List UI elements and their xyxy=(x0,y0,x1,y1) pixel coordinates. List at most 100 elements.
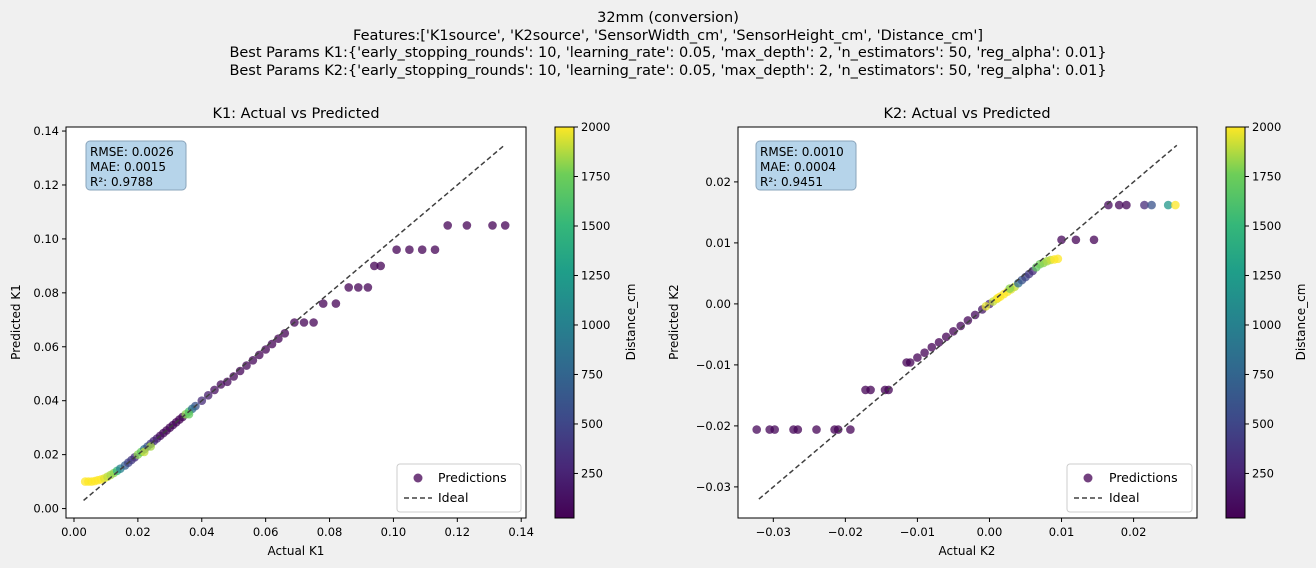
k2-colorbar-tick-label: 500 xyxy=(1252,417,1274,431)
k2-colorbar-tick-label: 1750 xyxy=(1252,169,1281,183)
k1-data-point xyxy=(344,283,354,292)
k1-stat-mae: MAE: 0.0015 xyxy=(90,160,166,174)
k2-colorbar-label: Distance_cm xyxy=(1294,284,1308,361)
k1-legend-predictions: Predictions xyxy=(438,470,507,485)
k2-plot-title: K2: Actual vs Predicted xyxy=(883,106,1050,122)
k2-y-tick-label: −0.01 xyxy=(696,358,731,372)
k1-data-point xyxy=(318,299,328,308)
k2-data-point xyxy=(752,425,761,434)
k1-data-point xyxy=(405,245,414,254)
k1-y-axis-label: Predicted K1 xyxy=(9,284,23,360)
k1-colorbar: 250 500 750 1000 1250 1500 1750 2000 Distance_c… xyxy=(554,120,638,519)
k2-colorbar-tick-label: 1000 xyxy=(1252,318,1281,332)
title-line-3: Best Params K1:{'early_stopping_rounds':… xyxy=(229,45,1106,61)
k2-colorbar: 250 500 750 1000 1250 1500 1750 2000 Distance_c… xyxy=(1225,120,1308,519)
k1-data-point xyxy=(309,318,318,327)
k1-data-point xyxy=(254,350,264,360)
k2-data-point xyxy=(913,353,922,362)
k1-x-tick-label: 0.02 xyxy=(125,525,151,539)
k2-data-point xyxy=(963,316,973,325)
k1-scatter-plot: K1: Actual vs Predicted 0.00 0.02 0.04 0.06… xyxy=(9,106,638,558)
k1-colorbar-tick-label: 750 xyxy=(581,367,603,381)
k2-colorbar-tick-label: 1250 xyxy=(1252,268,1281,282)
k2-y-tick-label: 0.02 xyxy=(705,175,731,189)
k2-colorbar-tick-label: 2000 xyxy=(1252,120,1281,134)
k1-data-point xyxy=(229,372,238,381)
k2-data-point xyxy=(934,338,944,347)
k1-colorbar-tick-label: 500 xyxy=(581,417,603,431)
k2-data-point xyxy=(1171,200,1180,210)
k2-legend: Predictions Ideal xyxy=(1066,463,1193,513)
k1-data-point xyxy=(140,447,149,457)
k1-plot-frame xyxy=(65,126,527,519)
k1-data-point xyxy=(430,245,440,254)
k2-y-tick-label: 0.00 xyxy=(705,297,731,311)
k2-scatter-plot: K2: Actual vs Predicted −0.03 −0.02 −0.01 0… xyxy=(667,106,1308,558)
k1-x-tick-label: 0.14 xyxy=(508,525,534,539)
k1-colorbar-gradient xyxy=(554,126,575,519)
k2-data-point xyxy=(1122,200,1131,210)
title-line-2: Features:['K1source', 'K2source', 'Senso… xyxy=(353,28,983,44)
k1-data-point xyxy=(223,377,232,387)
k2-data-point xyxy=(941,332,951,342)
k2-data-point xyxy=(833,425,843,434)
k2-data-point xyxy=(812,425,821,434)
k2-data-point xyxy=(1057,235,1066,245)
title-line-1: 32mm (conversion) xyxy=(597,10,739,26)
k1-data-point xyxy=(488,221,497,230)
k2-legend-ideal: Ideal xyxy=(1109,490,1139,505)
k2-data-point xyxy=(846,425,855,434)
k1-data-point xyxy=(417,245,427,254)
k2-colorbar-gradient xyxy=(1225,126,1246,519)
k1-legend-ideal: Ideal xyxy=(438,490,468,505)
k1-data-point xyxy=(443,221,453,230)
k2-stat-r2: R²: 0.9451 xyxy=(760,175,823,189)
k1-data-point xyxy=(392,245,401,254)
k2-legend-predictions: Predictions xyxy=(1109,470,1178,485)
k2-x-tick-label: −0.01 xyxy=(900,525,935,539)
title-line-4: Best Params K2:{'early_stopping_rounds':… xyxy=(229,63,1106,79)
k1-stats-box: RMSE: 0.0026 MAE: 0.0015 R²: 0.9788 xyxy=(85,140,187,191)
k1-data-point xyxy=(248,356,258,365)
k2-colorbar-tick-label: 750 xyxy=(1252,367,1274,381)
k1-legend-marker xyxy=(413,473,423,483)
k2-x-tick-label: 0.01 xyxy=(1049,525,1075,539)
k1-data-point xyxy=(331,299,341,308)
k2-data-point xyxy=(770,425,779,434)
k2-data-point xyxy=(1163,200,1173,210)
k2-y-tick-label: −0.02 xyxy=(696,419,731,433)
figure-title: 32mm (conversion) Features:['K1source', … xyxy=(229,10,1106,79)
k2-x-tick-label: 0.00 xyxy=(977,525,1003,539)
k1-data-point xyxy=(280,329,290,338)
k2-y-axis-label: Predicted K2 xyxy=(667,284,681,360)
k1-plot-title: K1: Actual vs Predicted xyxy=(212,106,379,122)
k1-data-point xyxy=(267,339,277,349)
k1-data-point xyxy=(462,221,472,230)
k2-ideal-line xyxy=(758,144,1178,500)
k2-x-tick-label: −0.03 xyxy=(756,525,791,539)
k2-x-axis-label: Actual K2 xyxy=(939,544,996,558)
k2-x-tick-label: 0.02 xyxy=(1121,525,1147,539)
k1-y-tick-label: 0.02 xyxy=(33,448,59,462)
k1-x-tick-label: 0.06 xyxy=(253,525,279,539)
k1-data-point xyxy=(354,283,363,292)
k1-data-point xyxy=(274,334,283,344)
k2-data-point xyxy=(905,358,915,367)
k2-data-point xyxy=(1140,200,1149,210)
k2-stats-box: RMSE: 0.0010 MAE: 0.0004 R²: 0.9451 xyxy=(755,140,857,191)
k1-y-tick-label: 0.04 xyxy=(33,394,59,408)
k2-colorbar-tick-label: 250 xyxy=(1252,466,1274,480)
k1-y-tick-label: 0.10 xyxy=(33,232,59,246)
k1-data-point xyxy=(242,361,251,370)
k1-y-tick-label: 0.00 xyxy=(33,502,59,516)
k1-data-point xyxy=(363,283,373,292)
k2-data-point xyxy=(1089,235,1099,245)
k1-legend: Predictions Ideal xyxy=(396,463,522,513)
k1-data-point xyxy=(184,409,194,419)
k1-data-point xyxy=(370,261,379,271)
k1-data-point xyxy=(261,345,271,354)
k1-colorbar-tick-label: 1500 xyxy=(581,219,610,233)
k1-x-tick-label: 0.12 xyxy=(445,525,471,539)
k1-stat-rmse: RMSE: 0.0026 xyxy=(90,145,174,159)
